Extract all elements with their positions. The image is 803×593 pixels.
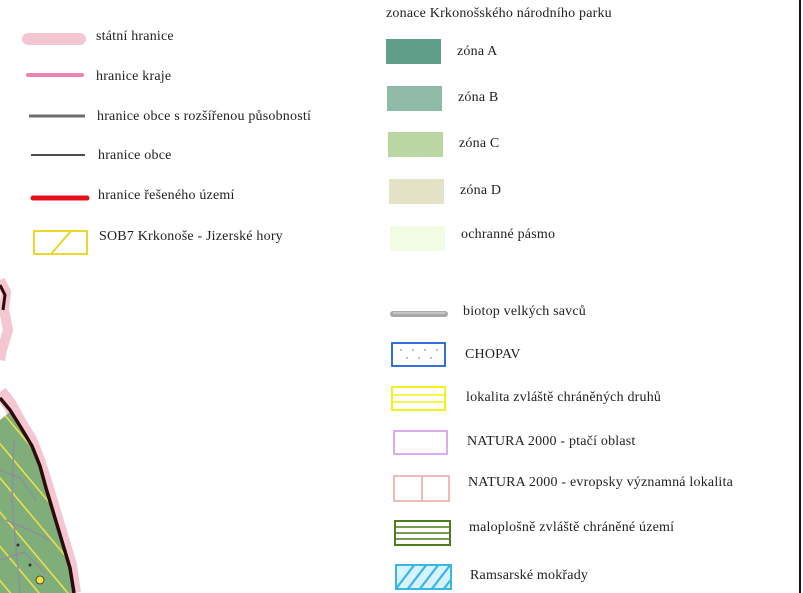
legend-label: CHOPAV <box>465 347 521 362</box>
legend-label: hranice obce <box>98 148 172 163</box>
legend-label: Ramsarské mokřady <box>470 568 589 583</box>
natura-bird-area-symbol <box>393 430 448 455</box>
legend-label: biotop velkých savců <box>463 304 586 319</box>
legend-label: zóna B <box>458 90 499 105</box>
legend-label: zóna C <box>459 136 500 151</box>
territory-area <box>0 412 74 593</box>
municipality-border-symbol <box>31 154 85 156</box>
solved-area-border-symbol <box>30 195 90 201</box>
state-border-segment <box>0 277 14 361</box>
legend-label: lokalita zvláště chráněných druhů <box>466 390 662 405</box>
chopav-symbol <box>391 342 446 367</box>
municipal-boundaries <box>0 439 51 593</box>
map-point <box>28 563 32 567</box>
legend-label: státní hranice <box>96 29 174 44</box>
legend-label: hranice kraje <box>96 69 172 84</box>
legend-item-natura-sci: NATURA 2000 - evropsky významná lokalita <box>468 470 733 496</box>
legend-label: SOB7 Krkonoše - Jizerské hory <box>99 229 283 244</box>
state-border-symbol <box>22 33 86 45</box>
zonation-heading: zonace Krkonošského národního parku <box>386 6 612 21</box>
state-border-segment <box>0 387 81 593</box>
legend-item-chopav: CHOPAV <box>465 342 521 368</box>
sob7-symbol <box>33 230 88 255</box>
legend-label: NATURA 2000 - evropsky významná lokalita <box>468 475 734 490</box>
legend-item-zone-d: zóna D <box>460 178 501 204</box>
region-border-symbol <box>26 73 84 77</box>
zone-a-swatch <box>386 39 441 64</box>
natura-sci-symbol <box>393 475 450 502</box>
legend-item-ramsar: Ramsarské mokřady <box>470 563 588 589</box>
legend-item-state-border: státní hranice <box>96 24 174 50</box>
legend-label: hranice obce s rozšířenou působností <box>97 109 312 124</box>
map-frame-border <box>799 0 801 593</box>
territory-hatch <box>0 412 74 593</box>
large-mammals-symbol <box>390 311 448 317</box>
legend-label: ochranné pásmo <box>461 227 556 242</box>
zone-d-swatch <box>389 179 444 204</box>
legend-item-zone-a: zóna A <box>457 39 497 65</box>
legend-item-orp-border: hranice obce s rozšířenou působností <box>97 104 311 130</box>
map-point <box>35 575 45 585</box>
legend-item-zone-b: zóna B <box>458 85 498 111</box>
legend-item-protective-zone: ochranné pásmo <box>461 222 555 248</box>
legend-item-large-mammals: biotop velkých savců <box>463 299 586 325</box>
protected-species-symbol <box>391 386 446 411</box>
territory-border <box>0 396 76 593</box>
legend-label: hranice řešeného území <box>98 188 235 203</box>
legend-item-solved-area-border: hranice řešeného území <box>98 183 235 209</box>
legend-label: zóna A <box>457 44 498 59</box>
territory-border <box>0 284 7 311</box>
legend-item-natura-bird-area: NATURA 2000 - ptačí oblast <box>467 429 636 455</box>
small-protected-area-symbol <box>394 520 451 546</box>
legend-item-sob7: SOB7 Krkonoše - Jizerské hory <box>99 224 283 250</box>
legend-item-protected-species: lokalita zvláště chráněných druhů <box>466 385 661 411</box>
protective-zone-swatch <box>390 226 445 251</box>
map-point <box>16 543 20 547</box>
legend-item-zone-c: zóna C <box>459 131 499 157</box>
legend-item-municipality-border: hranice obce <box>98 143 172 169</box>
legend-item-region-border: hranice kraje <box>96 64 171 90</box>
legend-label: NATURA 2000 - ptačí oblast <box>467 434 636 449</box>
zone-c-swatch <box>388 132 443 157</box>
zone-b-swatch <box>387 86 442 111</box>
legend-label: maloplošně zvláště chráněné území <box>469 520 675 535</box>
legend-item-small-protected-area: maloplošně zvláště chráněné území <box>469 515 674 541</box>
legend-label: zóna D <box>460 183 502 198</box>
orp-border-symbol <box>29 114 85 118</box>
ramsar-symbol <box>395 564 452 590</box>
